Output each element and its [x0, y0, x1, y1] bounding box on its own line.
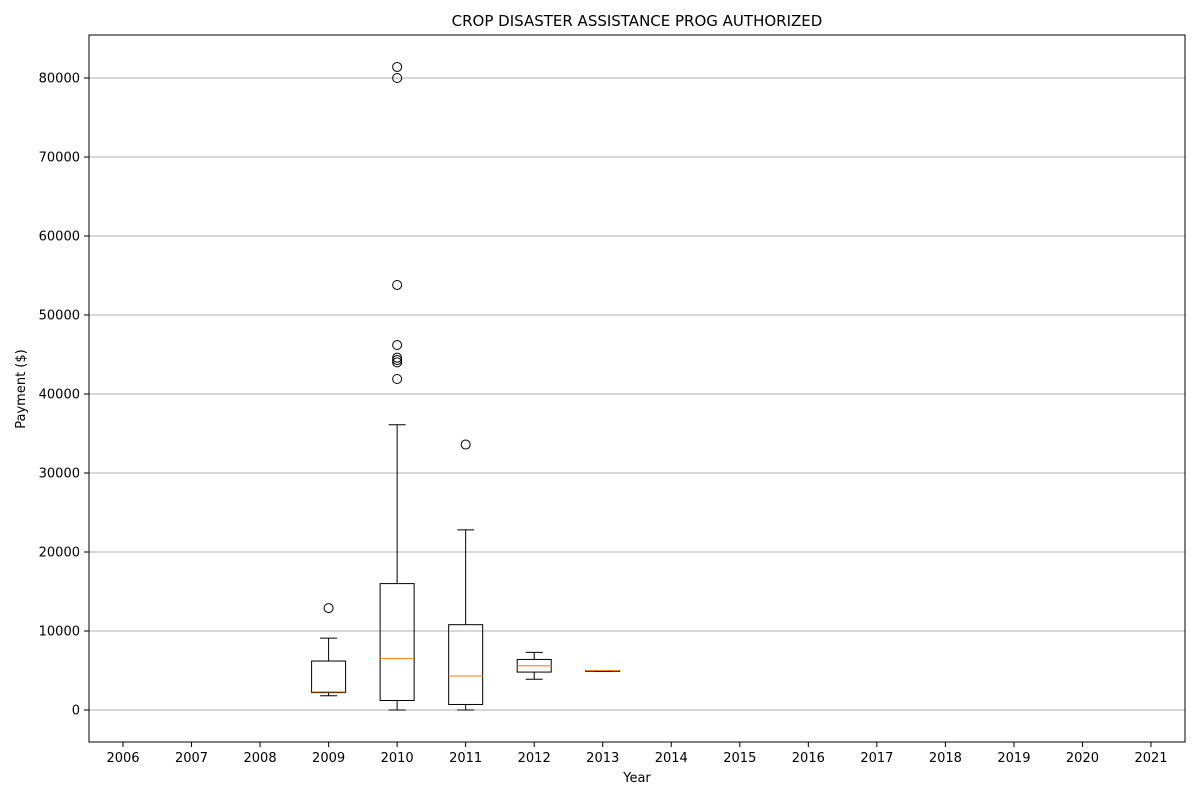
x-tick-label: 2018: [929, 751, 962, 766]
x-tick-label: 2019: [997, 751, 1030, 766]
outlier-point: [392, 355, 403, 366]
y-tick-label: 0: [72, 704, 80, 719]
x-tick-label: 2007: [175, 751, 208, 766]
outlier-point: [392, 73, 403, 83]
box-2012: [516, 651, 552, 680]
x-tick-label: 2020: [1066, 751, 1099, 766]
box-iqr: [379, 583, 415, 702]
outlier-point: [323, 603, 334, 614]
x-tick-label: 2013: [586, 751, 619, 766]
x-tick-label: 2008: [244, 751, 277, 766]
box-iqr: [448, 624, 484, 705]
x-axis: 2006 2007 2008 2009 2010 2011 2012 2013 2014 2015…: [106, 742, 1168, 766]
y-axis: 0 10000 20000 30000 40000 50000 60000 70000 8000…: [39, 72, 89, 719]
chart-title: CROP DISASTER ASSISTANCE PROG AUTHORIZED: [452, 12, 823, 30]
box-2010: [379, 61, 415, 711]
box-2009: [311, 603, 347, 697]
outlier-point: [392, 279, 403, 290]
y-tick-label: 20000: [39, 546, 80, 561]
box-2011: [448, 439, 484, 711]
x-tick-label: 2021: [1134, 751, 1167, 766]
x-tick-label: 2010: [381, 751, 414, 766]
x-tick-label: 2011: [449, 751, 482, 766]
y-tick-label: 80000: [39, 72, 80, 87]
outlier-point: [392, 340, 403, 351]
outlier-point: [392, 357, 403, 368]
outlier-point: [392, 61, 403, 72]
x-tick-label: 2012: [518, 751, 551, 766]
box-2013: [585, 670, 621, 672]
x-tick-label: 2015: [723, 751, 756, 766]
x-tick-label: 2014: [655, 751, 688, 766]
y-tick-label: 60000: [39, 230, 80, 245]
y-tick-label: 50000: [39, 309, 80, 324]
outlier-point: [392, 373, 403, 384]
y-tick-label: 40000: [39, 388, 80, 403]
x-tick-label: 2017: [860, 751, 893, 766]
y-axis-label: Payment ($): [14, 349, 29, 428]
y-tick-label: 70000: [39, 151, 80, 166]
plot-frame: [88, 34, 1186, 743]
x-tick-label: 2016: [792, 751, 825, 766]
x-tick-label: 2009: [312, 751, 345, 766]
y-tick-label: 10000: [39, 625, 80, 640]
x-tick-label: 2006: [106, 751, 139, 766]
outlier-point: [460, 439, 471, 450]
x-axis-label: Year: [622, 771, 651, 786]
y-tick-label: 30000: [39, 467, 80, 482]
box-series: [311, 61, 621, 711]
box-iqr: [311, 660, 347, 694]
outlier-point: [392, 352, 403, 363]
grid-lines: [89, 77, 1185, 711]
